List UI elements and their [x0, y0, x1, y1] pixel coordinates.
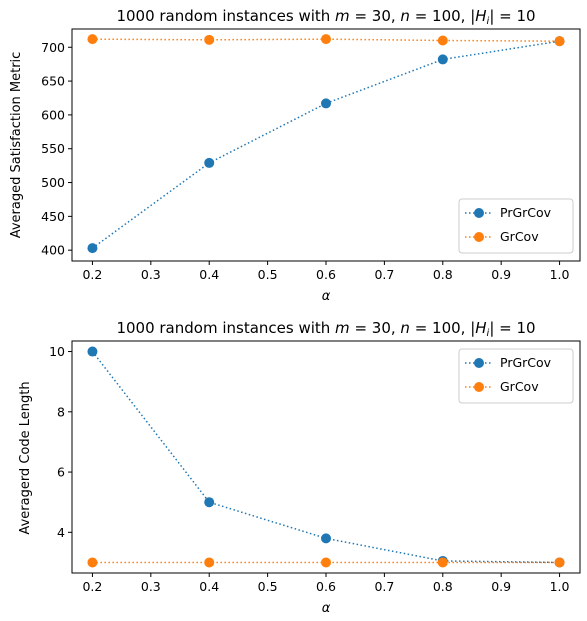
data-point-grcov — [554, 557, 565, 568]
data-point-prgrcov — [321, 98, 331, 109]
legend-marker-prgrcov — [474, 208, 484, 218]
x-tick-label: 0.2 — [82, 579, 102, 594]
x-tick-label: 0.8 — [433, 579, 453, 594]
legend-label-grcov: GrCov — [500, 379, 539, 394]
data-point-grcov — [204, 34, 215, 45]
data-point-prgrcov — [204, 497, 215, 508]
x-axis-label: α — [322, 289, 331, 304]
x-axis-label: α — [322, 601, 331, 616]
legend: PrGrCov GrCov — [458, 348, 574, 404]
series-line-grcov — [92, 38, 560, 42]
y-tick-label: 700 — [41, 40, 65, 55]
x-tick-label: 1.0 — [550, 267, 570, 282]
code-length-chart: 1000 random instances with m = 30, n = 1… — [18, 319, 581, 616]
x-tick-label: 0.4 — [199, 267, 219, 282]
y-tick-label: 10 — [49, 344, 65, 359]
x-tick-label: 0.2 — [82, 267, 102, 282]
series-lines — [91, 38, 560, 249]
data-point-prgrcov — [87, 243, 98, 254]
data-point-grcov — [204, 557, 215, 568]
y-tick-label: 6 — [57, 465, 65, 480]
axis-ticks: 0.2 0.3 0.4 0.5 0.6 0.7 0.8 0.9 1.0 400 450 500 550 6… — [41, 40, 569, 282]
y-axis-label: Averagerd Code Length — [18, 381, 33, 534]
data-point-grcov — [321, 557, 331, 568]
y-axis-label: Averaged Satisfaction Metric — [9, 52, 24, 239]
axis-ticks: 0.2 0.3 0.4 0.5 0.6 0.7 0.8 0.9 1.0 4 6 8 10 — [49, 344, 569, 594]
legend-box — [458, 198, 574, 254]
data-point-grcov — [437, 35, 448, 46]
y-tick-label: 8 — [57, 404, 65, 419]
data-point-grcov — [554, 36, 565, 47]
satisfaction-chart: 1000 random instances with m = 30, n = 1… — [9, 7, 581, 304]
legend-box — [458, 348, 574, 404]
x-tick-label: 0.3 — [141, 267, 161, 282]
x-tick-label: 0.6 — [316, 579, 336, 594]
data-point-grcov — [87, 34, 98, 45]
data-point-prgrcov — [321, 533, 331, 544]
data-point-grcov — [437, 557, 448, 568]
legend-label-prgrcov: PrGrCov — [500, 205, 552, 220]
x-tick-label: 1.0 — [550, 579, 570, 594]
legend-marker-grcov — [474, 382, 484, 392]
chart-title: 1000 random instances with m = 30, n = 1… — [116, 7, 535, 27]
x-tick-label: 0.8 — [433, 267, 453, 282]
series-markers — [87, 346, 565, 568]
data-point-prgrcov — [204, 157, 215, 168]
y-tick-label: 650 — [41, 74, 65, 89]
x-tick-label: 0.9 — [491, 579, 511, 594]
x-tick-label: 0.4 — [199, 579, 219, 594]
legend: PrGrCov GrCov — [458, 198, 574, 254]
x-tick-label: 0.9 — [491, 267, 511, 282]
y-tick-label: 600 — [41, 107, 65, 122]
series-markers — [87, 34, 565, 254]
y-tick-label: 450 — [41, 209, 65, 224]
x-tick-label: 0.5 — [258, 267, 278, 282]
x-tick-label: 0.3 — [141, 579, 161, 594]
legend-marker-grcov — [474, 232, 484, 242]
data-point-prgrcov — [437, 54, 448, 65]
x-tick-label: 0.7 — [374, 579, 394, 594]
data-point-grcov — [87, 557, 98, 568]
chart-title: 1000 random instances with m = 30, n = 1… — [116, 319, 535, 339]
x-tick-label: 0.6 — [316, 267, 336, 282]
plot-frame — [71, 340, 581, 574]
y-tick-label: 4 — [57, 525, 65, 540]
plot-frame — [71, 28, 581, 262]
legend-label-grcov: GrCov — [500, 229, 539, 244]
data-point-prgrcov — [87, 346, 98, 357]
legend-label-prgrcov: PrGrCov — [500, 355, 552, 370]
y-tick-label: 500 — [41, 175, 65, 190]
series-line-prgrcov — [91, 40, 560, 249]
legend-marker-prgrcov — [474, 358, 484, 368]
x-tick-label: 0.7 — [374, 267, 394, 282]
y-tick-label: 550 — [41, 141, 65, 156]
x-tick-label: 0.5 — [258, 579, 278, 594]
data-point-grcov — [321, 34, 331, 45]
y-tick-label: 400 — [41, 243, 65, 258]
